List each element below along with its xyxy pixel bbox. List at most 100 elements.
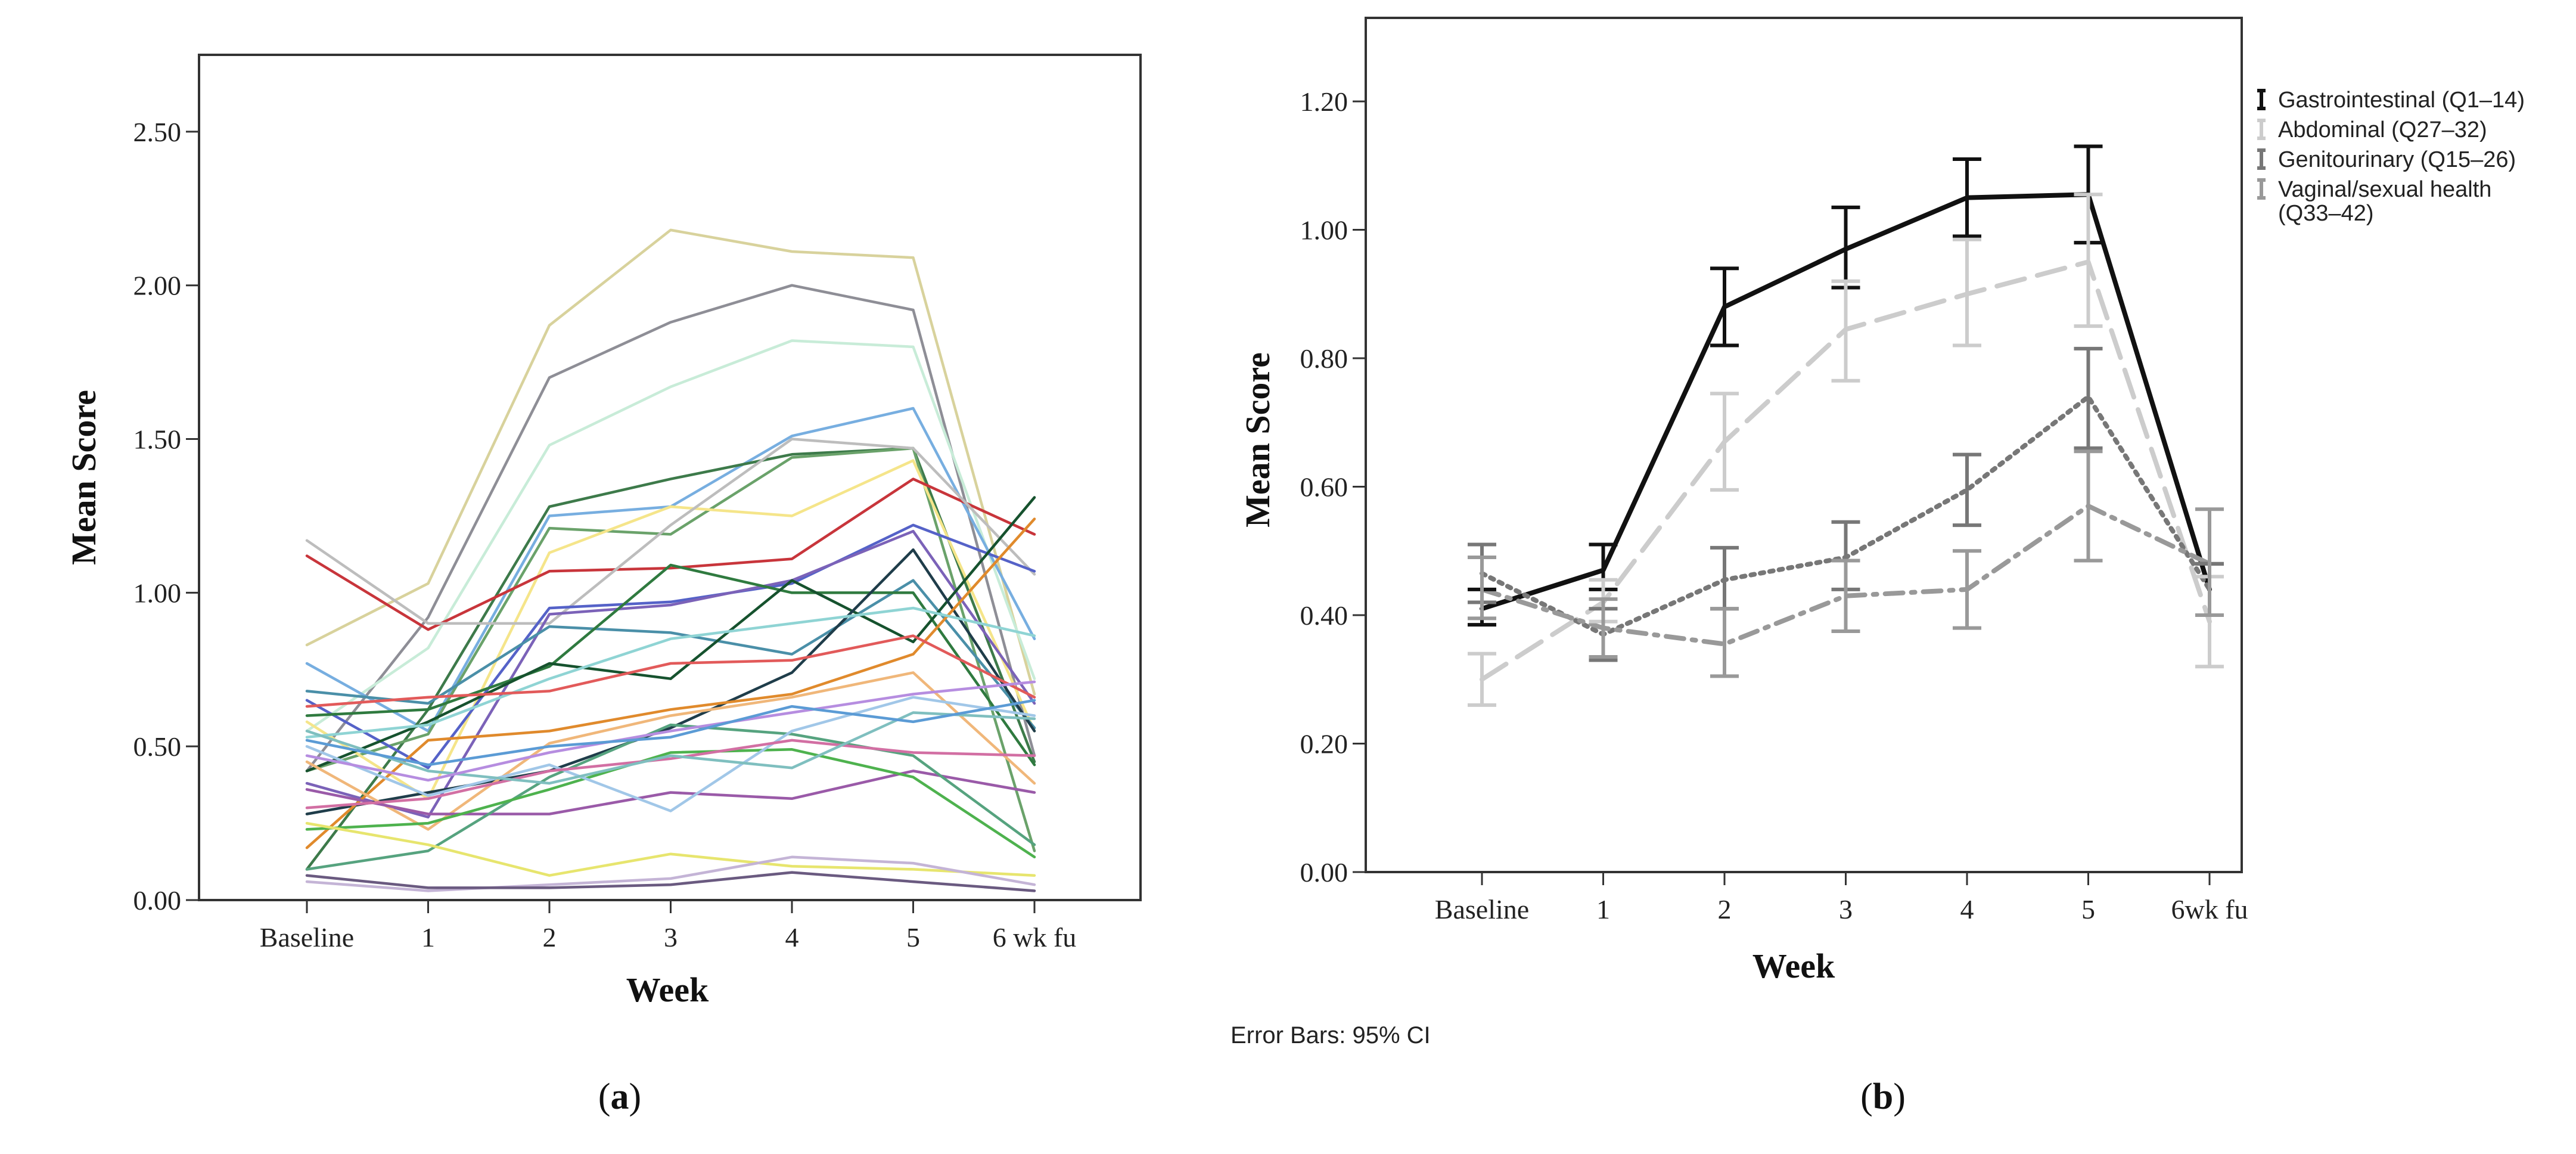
panel-a-label-close: ) bbox=[629, 1077, 642, 1117]
participant-line bbox=[305, 770, 1036, 815]
x-tick-label: 3 bbox=[664, 922, 678, 953]
participant-line bbox=[305, 339, 1036, 733]
legend-label: Abdominal (Q27–32) bbox=[2278, 117, 2487, 142]
participant-line bbox=[305, 606, 1036, 739]
panel-a-x-axis: Baseline 1 2 3 4 5 6 wk fu bbox=[260, 900, 1076, 953]
panel-b-plot-frame bbox=[1365, 17, 2243, 873]
x-tick-label: 2 bbox=[543, 922, 557, 953]
participant-line bbox=[305, 671, 1036, 831]
participant-line bbox=[305, 228, 1036, 696]
legend-label-line: Vaginal/sexual health bbox=[2278, 177, 2491, 202]
x-tick-label: Baseline bbox=[1435, 894, 1529, 925]
error-bar bbox=[2195, 507, 2224, 618]
error-bar bbox=[2074, 346, 2103, 450]
x-tick-label: 6wk fu bbox=[2171, 894, 2248, 925]
error-bar bbox=[1710, 266, 1739, 348]
error-bar bbox=[2074, 449, 2103, 563]
error-bar bbox=[1953, 452, 1981, 528]
panel-b-label: (b) bbox=[1860, 1077, 1906, 1117]
y-tick-label: 0.80 bbox=[1300, 343, 1348, 374]
error-bar bbox=[1710, 392, 1739, 492]
error-bar bbox=[1710, 607, 1739, 678]
participant-line bbox=[305, 634, 1036, 708]
panel-a-plot-frame bbox=[198, 54, 1142, 901]
participant-line bbox=[305, 680, 1036, 782]
legend-label-line: (Q33–42) bbox=[2278, 201, 2374, 226]
error-bar bbox=[1589, 597, 1618, 659]
panel-a-label: (a) bbox=[598, 1077, 641, 1117]
participant-line bbox=[305, 855, 1036, 892]
panel-b-label-open: ( bbox=[1860, 1077, 1873, 1117]
participant-line bbox=[305, 711, 1036, 785]
participant-line bbox=[305, 523, 1036, 770]
panel-b-label-close: ) bbox=[1893, 1077, 1906, 1117]
legend-entry: Gastrointestinal (Q1–14) bbox=[2257, 88, 2525, 113]
participant-line bbox=[305, 821, 1036, 877]
y-tick-label: 0.40 bbox=[1300, 600, 1348, 631]
y-tick-label: 1.00 bbox=[1300, 215, 1348, 246]
participant-line bbox=[305, 699, 1036, 767]
x-tick-label: 1 bbox=[421, 922, 435, 953]
x-tick-label: 3 bbox=[1839, 894, 1853, 925]
y-tick-label: 2.50 bbox=[133, 117, 182, 147]
error-bar bbox=[1953, 549, 1981, 630]
participant-line bbox=[305, 477, 1036, 631]
error-bar bbox=[1953, 157, 1981, 238]
x-tick-label: 1 bbox=[1596, 894, 1610, 925]
panel-a-label-open: ( bbox=[598, 1077, 611, 1117]
panel-a-x-axis-title: Week bbox=[626, 970, 709, 1009]
panel-b-legend: Gastrointestinal (Q1–14) Abdominal (Q27–3… bbox=[2257, 88, 2525, 226]
panel-b-x-axis: Baseline 1 2 3 4 5 6wk fu bbox=[1435, 872, 2248, 925]
error-bar bbox=[2074, 193, 2103, 328]
participant-line bbox=[305, 496, 1036, 773]
participant-line bbox=[305, 517, 1036, 849]
participant-line bbox=[305, 723, 1036, 871]
panel-a-y-axis: 0.00 0.50 1.00 1.50 2.00 2.50 bbox=[133, 117, 199, 916]
panel-b-error-bars bbox=[1468, 144, 2224, 707]
legend-label: Vaginal/sexual health (Q33–42) bbox=[2278, 177, 2491, 226]
error-bar bbox=[1831, 279, 1860, 383]
participant-line bbox=[305, 284, 1036, 773]
x-tick-label: 4 bbox=[785, 922, 799, 953]
x-tick-label: 5 bbox=[906, 922, 920, 953]
panel-a-y-axis-title: Mean Score bbox=[64, 390, 103, 565]
legend-entry: Abdominal (Q27–32) bbox=[2257, 117, 2487, 142]
y-tick-label: 1.50 bbox=[133, 424, 182, 455]
participant-line bbox=[305, 748, 1036, 859]
error-bar bbox=[1468, 652, 1496, 707]
participant-line bbox=[305, 696, 1036, 812]
y-tick-label: 0.00 bbox=[133, 885, 182, 916]
y-tick-label: 2.00 bbox=[133, 271, 182, 301]
panel-b-x-axis-title: Week bbox=[1752, 947, 1835, 985]
participant-line bbox=[305, 579, 1036, 730]
x-tick-label: 2 bbox=[1718, 894, 1732, 925]
error-bar-note: Error Bars: 95% CI bbox=[1230, 1022, 1431, 1048]
x-tick-label: 5 bbox=[2081, 894, 2095, 925]
legend-entry: Vaginal/sexual health (Q33–42) bbox=[2257, 177, 2491, 226]
legend-label: Gastrointestinal (Q1–14) bbox=[2278, 88, 2525, 113]
panel-b-y-axis: 0.00 0.20 0.40 0.60 0.80 1.00 1.20 bbox=[1300, 86, 1366, 888]
panel-a-chart: 0.00 0.50 1.00 1.50 2.00 2.50 Baseline 1 2 3 4 5 6 … bbox=[64, 54, 1142, 1117]
panel-a-label-letter: a bbox=[611, 1077, 629, 1117]
participant-line bbox=[305, 739, 1036, 809]
y-tick-label: 0.50 bbox=[133, 731, 182, 762]
participant-line bbox=[305, 438, 1036, 625]
participant-line bbox=[305, 548, 1036, 815]
y-tick-label: 1.20 bbox=[1300, 86, 1348, 117]
y-tick-label: 0.20 bbox=[1300, 729, 1348, 759]
participant-line bbox=[305, 871, 1036, 892]
y-tick-label: 0.60 bbox=[1300, 472, 1348, 502]
participant-line bbox=[305, 529, 1036, 819]
error-bar bbox=[1468, 556, 1496, 621]
participant-line bbox=[305, 563, 1036, 767]
panel-b-chart: 0.00 0.20 0.40 0.60 0.80 1.00 1.20 Baseline 1 2 3… bbox=[1230, 17, 2525, 1117]
legend-label: Genitourinary (Q15–26) bbox=[2278, 147, 2516, 172]
error-bar bbox=[1831, 559, 1860, 633]
x-tick-label: 6 wk fu bbox=[993, 922, 1077, 953]
y-tick-label: 0.00 bbox=[1300, 857, 1348, 888]
panel-b-label-letter: b bbox=[1873, 1077, 1893, 1117]
panel-b-y-axis-title: Mean Score bbox=[1238, 352, 1277, 528]
error-bar bbox=[1953, 237, 1981, 348]
legend-entry: Genitourinary (Q15–26) bbox=[2257, 147, 2516, 172]
